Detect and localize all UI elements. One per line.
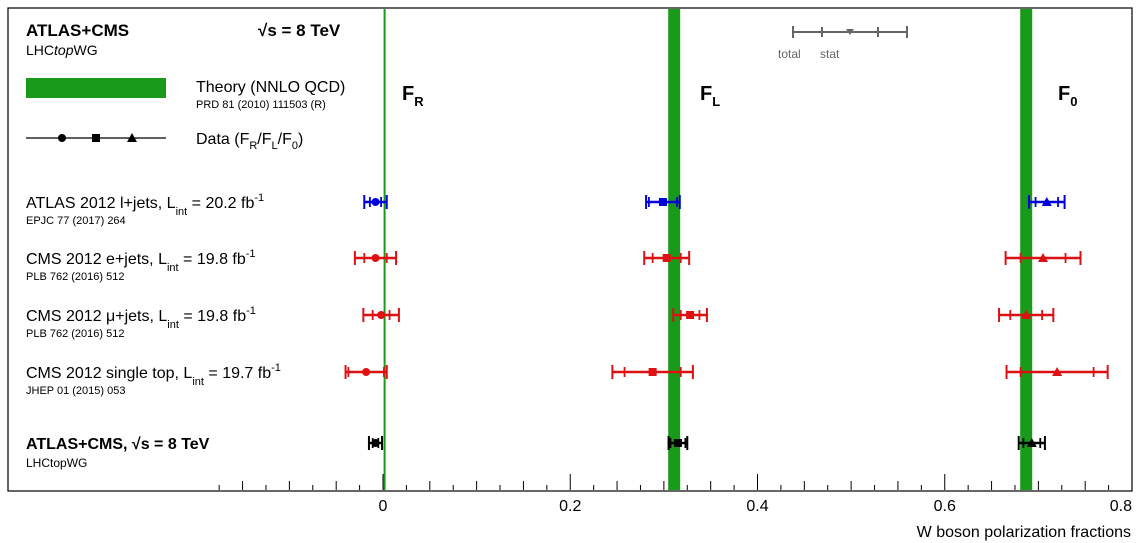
point-f0-4 — [1017, 436, 1046, 450]
label-main: CMS 2012 e+jets, L — [26, 251, 167, 268]
lumi-value: = 19.8 fb — [179, 308, 246, 325]
label-main: CMS 2012 μ+jets, L — [26, 308, 167, 325]
point-fl-1 — [643, 251, 691, 265]
measurement-label: CMS 2012 single top, Lint = 19.7 fb-1 — [26, 362, 281, 388]
lumi-sub: int — [167, 262, 179, 274]
point-fr-0 — [363, 195, 388, 209]
measurement-ref: PLB 762 (2016) 512 — [26, 271, 124, 283]
fr-label: FR — [402, 83, 424, 109]
measurement-labels: ATLAS 2012 l+jets, Lint = 20.2 fb-1EPJC … — [26, 192, 281, 470]
measurement-ref: EPJC 77 (2017) 264 — [26, 215, 126, 227]
group-label: LHCtopWG — [26, 42, 98, 58]
point-f0-1 — [1004, 251, 1082, 265]
x-axis: 0 0.2 0.4 0.6 0.8 — [218, 474, 1132, 515]
lumi-value: = 19.7 fb — [204, 365, 271, 382]
data-marker — [686, 311, 695, 319]
point-fl-2 — [672, 308, 708, 322]
point-fl-0 — [645, 195, 681, 209]
data-marker — [362, 368, 371, 376]
x-tick-label: 0.8 — [1110, 498, 1132, 515]
lumi-sup: -1 — [246, 305, 256, 317]
measurement-label: CMS 2012 μ+jets, Lint = 19.8 fb-1 — [26, 305, 256, 331]
point-fr-2 — [362, 308, 400, 322]
x-tick-label: 0.4 — [746, 498, 768, 515]
x-tick-label: 0.2 — [559, 498, 581, 515]
measurement-ref: PLB 762 (2016) 512 — [26, 328, 124, 340]
data-marker — [1052, 367, 1063, 376]
label-main: ATLAS 2012 l+jets, L — [26, 195, 176, 212]
point-fr-1 — [353, 251, 398, 265]
lumi-sub: int — [176, 206, 188, 218]
theory-f0-band — [1020, 9, 1033, 490]
point-f0-0 — [1028, 195, 1066, 209]
fl-label: FL — [700, 83, 720, 109]
total-legend-label: total — [778, 47, 801, 61]
data-marker — [1041, 197, 1052, 206]
data-marker — [371, 254, 380, 262]
x-tick-label: 0.6 — [934, 498, 956, 515]
data-marker — [371, 439, 380, 447]
data-marker — [1021, 310, 1032, 319]
data-marker — [673, 439, 682, 447]
data-marker — [648, 368, 657, 376]
theory-legend-ref: PRD 81 (2010) 111503 (R) — [196, 99, 326, 111]
lumi-value: = 20.2 fb — [187, 195, 254, 212]
point-fr-3 — [344, 365, 388, 379]
data-marker — [371, 198, 380, 206]
measurement-label: CMS 2012 e+jets, Lint = 19.8 fb-1 — [26, 248, 256, 274]
measurement-label: ATLAS+CMS, √s = 8 TeV — [26, 436, 210, 453]
lumi-sup: -1 — [254, 192, 264, 204]
lumi-value: = 19.8 fb — [179, 251, 246, 268]
data-marker — [1038, 253, 1049, 262]
error-legend-marker — [792, 26, 908, 38]
data-marker — [1026, 438, 1037, 447]
lumi-sub: int — [192, 376, 204, 388]
theory-legend-label: Theory (NNLO QCD) — [196, 79, 345, 96]
lumi-sub: int — [167, 319, 179, 331]
point-fl-4 — [667, 436, 689, 450]
point-fl-3 — [611, 365, 694, 379]
label-main: CMS 2012 single top, L — [26, 365, 192, 382]
x-axis-title: W boson polarization fractions — [917, 524, 1131, 541]
measurements — [344, 195, 1109, 450]
collab-title: ATLAS+CMS — [26, 21, 129, 40]
data-marker — [658, 198, 667, 206]
theory-fl-band — [668, 9, 681, 490]
plot-frame — [7, 7, 1133, 492]
lumi-sup: -1 — [271, 362, 281, 374]
energy-label: √s = 8 TeV — [258, 21, 341, 40]
measurement-label: ATLAS 2012 l+jets, Lint = 20.2 fb-1 — [26, 192, 264, 218]
x-tick-label: 0 — [379, 498, 388, 515]
point-fr-4 — [367, 436, 384, 450]
measurement-ref: JHEP 01 (2015) 053 — [26, 385, 125, 397]
point-f0-3 — [1005, 365, 1109, 379]
data-legend-label: Data (FR/FL/F0) — [196, 131, 303, 152]
theory-legend-swatch — [26, 78, 166, 98]
point-f0-2 — [998, 308, 1055, 322]
data-marker — [662, 254, 671, 262]
stat-legend-label: stat — [820, 47, 840, 61]
data-legend-marker — [26, 133, 166, 142]
measurement-ref: LHCtopWG — [26, 456, 87, 470]
f0-label: F0 — [1058, 83, 1077, 109]
theory-bands — [383, 9, 1033, 490]
data-marker — [377, 311, 386, 319]
lumi-sup: -1 — [246, 248, 256, 260]
